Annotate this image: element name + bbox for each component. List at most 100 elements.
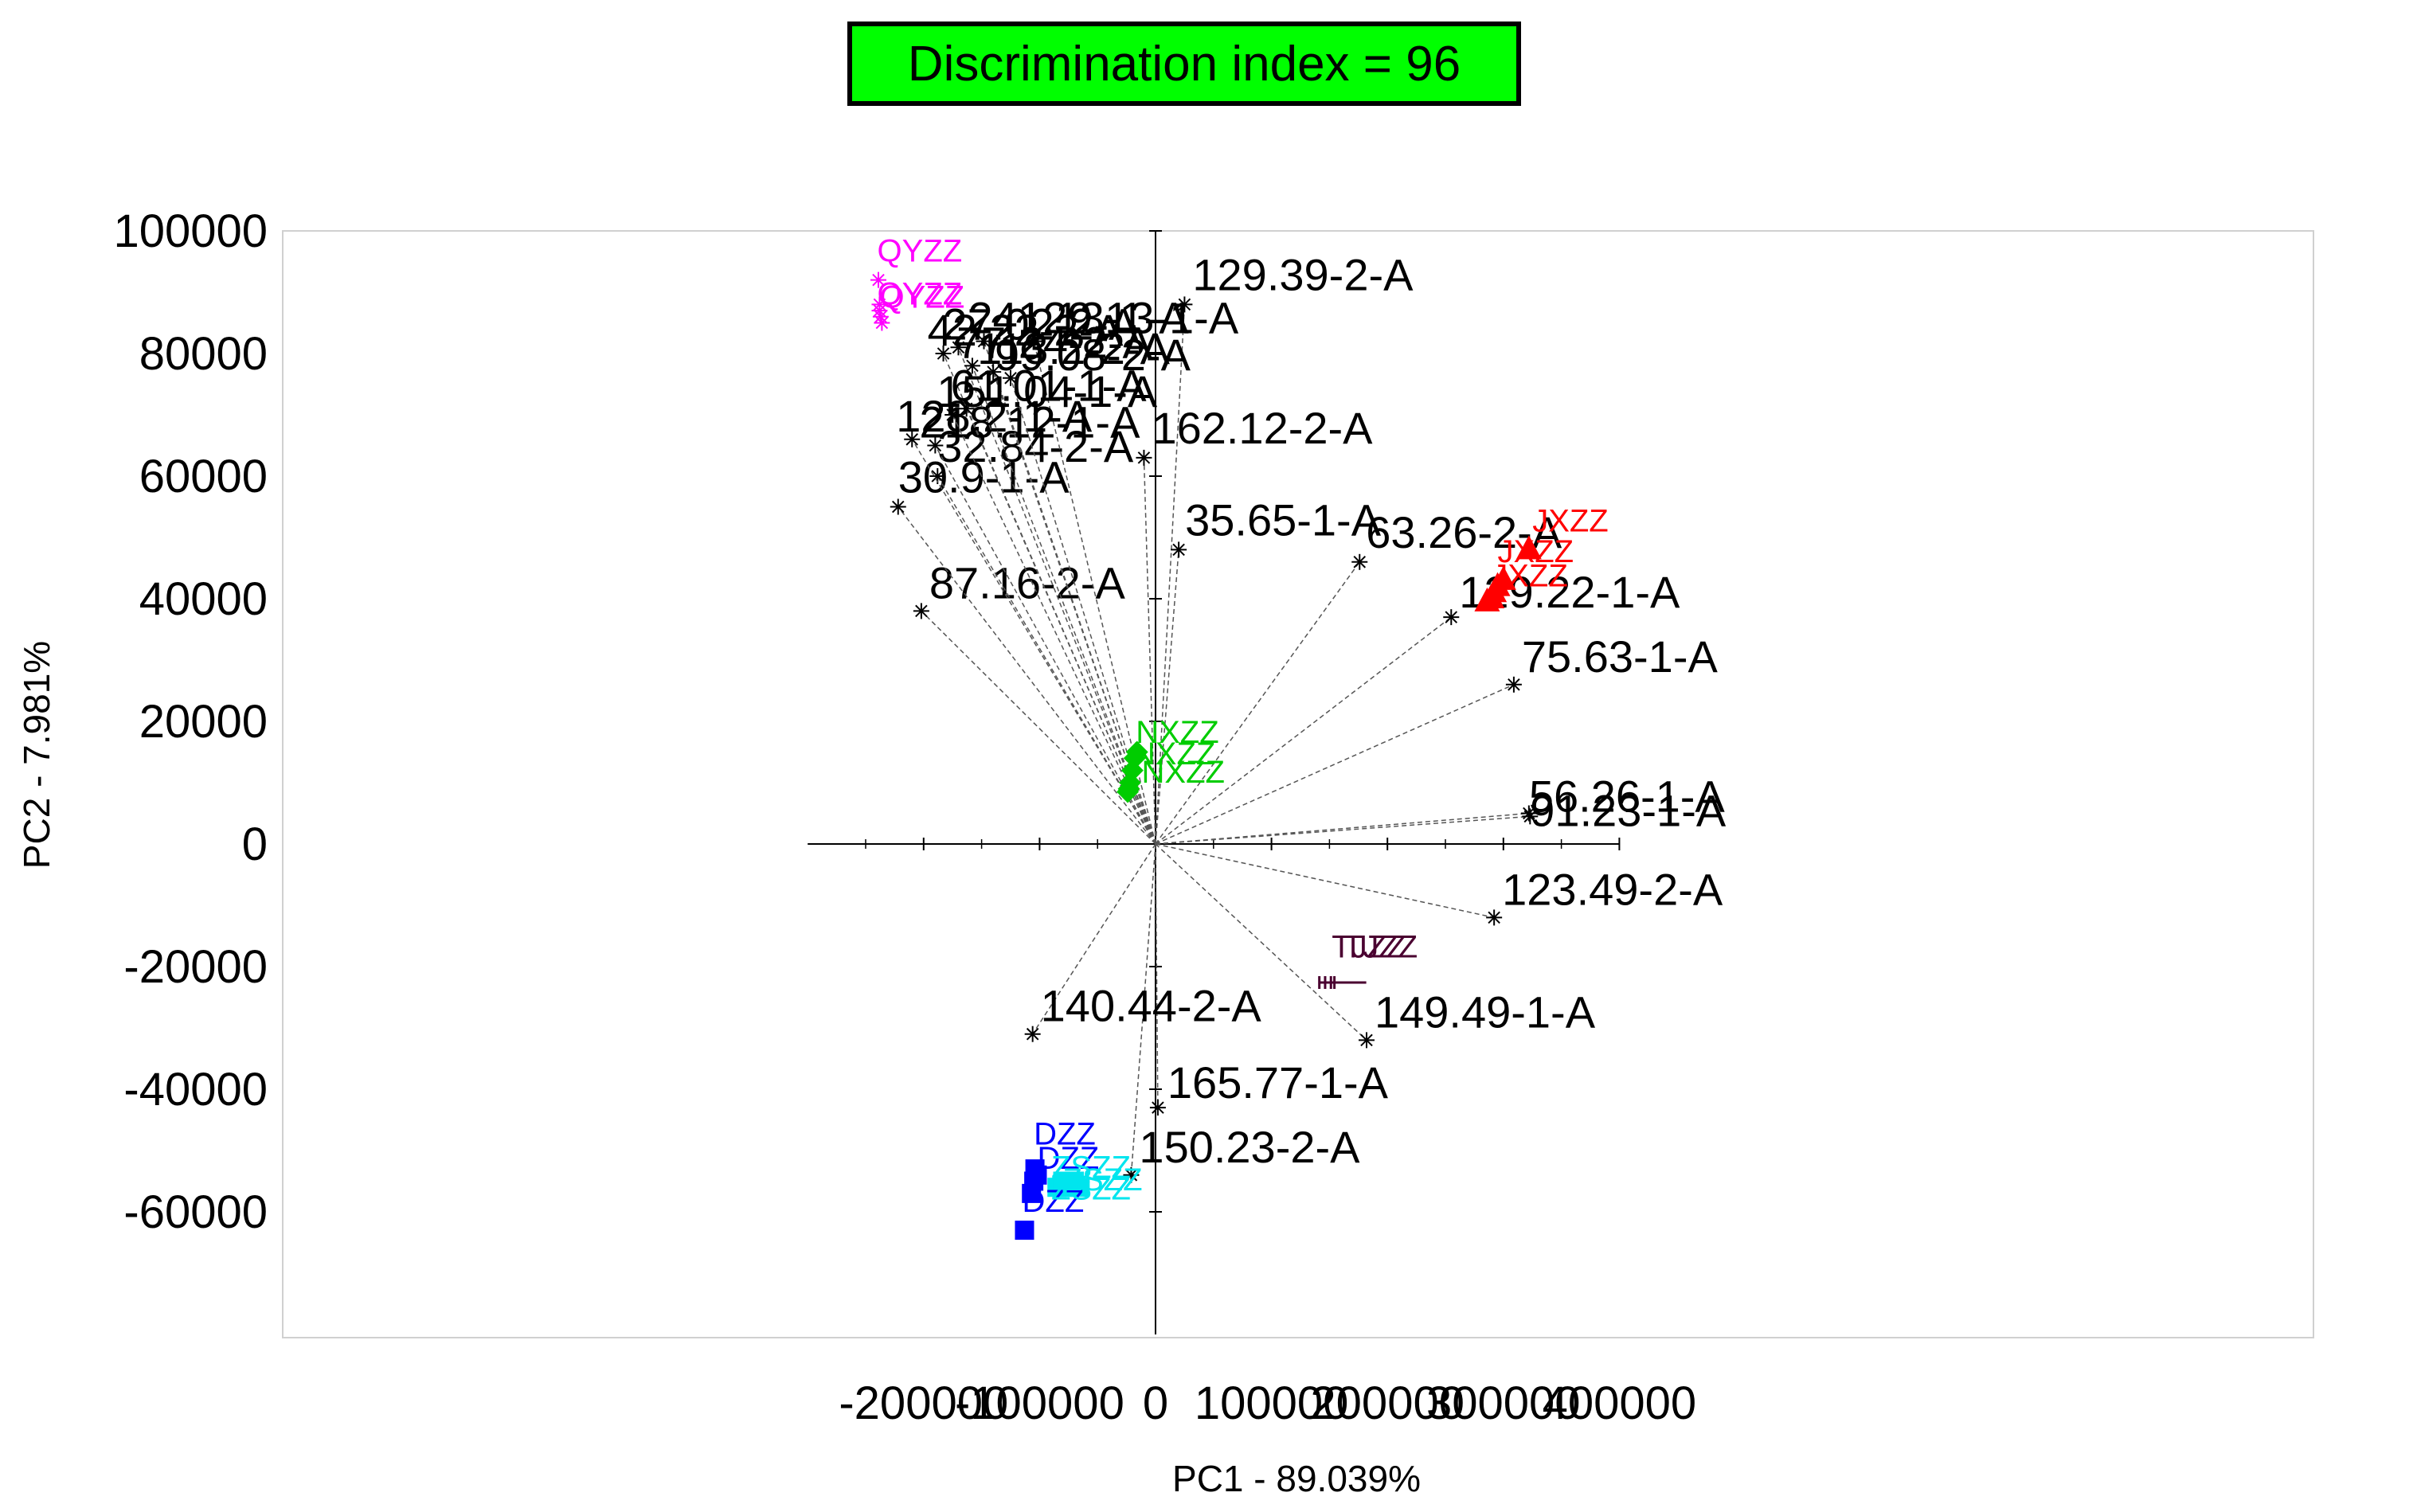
y-tick-label: 100000 <box>113 205 268 257</box>
loading-vector-label: 56.26-1-A <box>1529 772 1726 822</box>
asterisk-stroke <box>1004 372 1017 385</box>
x-tick-label: 400000 <box>1543 1377 1697 1429</box>
loading-vector-line <box>1155 843 1367 1041</box>
loading-vector-marker <box>890 498 906 515</box>
asterisk-stroke <box>931 470 944 483</box>
group-labels: QYZZQYZZQYZZJXZZJXZZJXZZNXZZNXZZNXZZDZZD… <box>878 234 1609 1220</box>
chart-title: Discrimination index = 96 <box>907 36 1461 92</box>
group-label: DZZ <box>1023 1184 1085 1219</box>
asterisk-stroke <box>905 433 919 446</box>
group-label: JXZZ <box>1532 503 1609 538</box>
loading-vector-label: 150.23-2-A <box>1139 1122 1360 1172</box>
loading-vector-line <box>1032 843 1156 1035</box>
group-label: ZSZZ <box>1063 1162 1143 1197</box>
asterisk-stroke <box>915 604 928 618</box>
loading-vector-line <box>1155 304 1186 845</box>
loading-vector-marker <box>1358 1032 1375 1049</box>
loading-vector-marker <box>913 603 929 619</box>
asterisk-stroke <box>966 359 979 373</box>
tick-labels: -200000-100000 0 1000002000003000004000001… <box>113 205 1696 1429</box>
asterisk-stroke <box>873 304 886 317</box>
loading-vector-line <box>1155 549 1179 845</box>
loading-vector-label: 128.2-1-A <box>896 391 1093 441</box>
loading-vector-marker <box>1171 541 1187 558</box>
asterisk-stroke <box>1178 298 1191 311</box>
asterisk-stroke <box>946 408 959 421</box>
loading-vector-marker <box>1522 808 1539 825</box>
x-tick-label: 300000 <box>1426 1377 1581 1429</box>
discrimination-index-badge: Discrimination index = 96 <box>847 21 1521 106</box>
x-tick-label: 100000 <box>1195 1377 1349 1429</box>
loading-vector-line <box>921 610 1156 845</box>
loading-vector-line <box>957 347 1156 845</box>
y-tick-label: 40000 <box>139 573 268 625</box>
group-label: QYZZ <box>878 234 963 269</box>
loading-vector-marker <box>935 346 952 361</box>
loading-vector-marker <box>985 364 1002 381</box>
sample-point <box>1117 777 1140 800</box>
asterisk-stroke <box>1445 611 1458 623</box>
y-tick-label: -60000 <box>123 1186 268 1238</box>
y-tick-label: 0 <box>242 819 268 870</box>
plot-frame <box>282 230 2314 1338</box>
group-label: JXZZ <box>1498 534 1574 569</box>
asterisk-stroke <box>1152 1101 1164 1114</box>
asterisk-stroke <box>1026 1027 1039 1041</box>
group-label: TJZZ <box>1343 929 1418 964</box>
asterisk-stroke <box>1353 556 1367 568</box>
loading-vector-label: 77.24-2-A <box>956 317 1153 367</box>
loading-vector-label: 99.08-2-A <box>995 330 1191 380</box>
loading-vectors: 129.39-2-A162.12-2-A35.65-1-A63.26-2-A12… <box>890 249 1727 1183</box>
asterisk-stroke <box>875 316 889 330</box>
asterisk-stroke <box>874 311 887 323</box>
loading-vector-marker <box>1505 676 1522 693</box>
group-label: ZSZZ <box>1051 1151 1131 1186</box>
group-label: DZZ <box>1034 1116 1096 1151</box>
loading-vector-label: 113.2-2-A <box>977 323 1170 373</box>
loading-vector-marker <box>1351 553 1368 570</box>
loading-vector-line <box>1033 341 1156 845</box>
loading-vector-label: 32.84-2-A <box>937 421 1134 471</box>
y-tick-label: 20000 <box>139 696 268 748</box>
y-tick-label: -20000 <box>123 941 268 993</box>
loading-vector-label: 87.16-2-A <box>929 557 1126 608</box>
sample-point <box>1070 1178 1090 1197</box>
loading-vector-label: 35.65-1-A <box>1185 494 1382 545</box>
loading-vector-marker <box>964 357 980 374</box>
loading-vector-marker <box>1486 909 1503 926</box>
loading-vector-marker <box>1149 1100 1166 1116</box>
loading-vector-label: 123.49-2-A <box>1502 864 1723 914</box>
loading-vector-marker <box>1024 1026 1041 1042</box>
loading-vector-line <box>1155 684 1515 845</box>
sample-point <box>1515 535 1542 560</box>
loading-vector-label: 149.49-1-A <box>1375 987 1596 1037</box>
sample-points <box>870 272 1542 1240</box>
asterisk-stroke <box>1137 451 1151 464</box>
loading-vector-label: 61.01-1-A <box>951 360 1148 410</box>
loading-vector-line <box>1155 616 1452 845</box>
sample-point <box>1481 578 1508 603</box>
loading-vector-line <box>1143 457 1156 845</box>
group-label: NXZZ <box>1132 736 1215 772</box>
loading-vector-marker <box>1123 1166 1140 1183</box>
loading-vector-marker <box>1136 449 1152 466</box>
loading-vector-line <box>1155 843 1495 919</box>
asterisk-stroke <box>1508 678 1520 691</box>
loading-vector-line <box>934 445 1156 845</box>
loading-vector-line <box>911 439 1156 845</box>
asterisk-stroke <box>1027 334 1040 348</box>
asterisk-stroke <box>952 341 965 354</box>
loading-vector-label: 165.77-1-A <box>1167 1057 1389 1108</box>
sample-point <box>874 315 890 331</box>
loading-vector-line <box>1155 843 1159 1108</box>
loading-vector-line <box>1155 812 1529 845</box>
loading-vector-label: 27.02-2-A <box>942 299 1139 349</box>
loading-vector-marker <box>950 339 967 356</box>
sample-point <box>871 303 888 319</box>
loading-vector-marker <box>1026 333 1042 350</box>
group-label: JXZZ <box>1492 559 1568 594</box>
x-tick-label: -200000 <box>839 1377 1008 1429</box>
asterisk-stroke <box>937 347 950 360</box>
loading-vector-marker <box>1176 296 1193 313</box>
